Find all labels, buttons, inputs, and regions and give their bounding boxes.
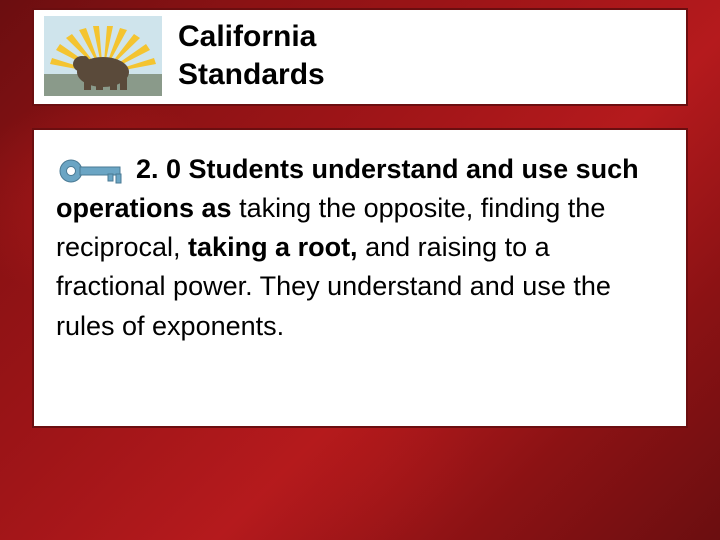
header-box: California Standards: [32, 8, 688, 106]
header-line-2: Standards: [178, 56, 325, 94]
content-box: 2. 0 Students understand and use such op…: [32, 128, 688, 428]
standard-text: 2. 0 Students understand and use such op…: [56, 150, 664, 346]
header-title: California Standards: [178, 16, 325, 93]
text-bold-2: taking a root,: [188, 232, 365, 262]
california-flag-icon: [44, 16, 162, 96]
header-line-1: California: [178, 18, 325, 56]
key-icon: [56, 156, 128, 186]
